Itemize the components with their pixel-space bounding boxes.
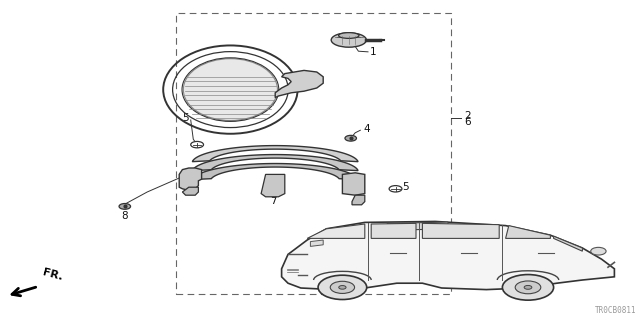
Text: 5: 5 bbox=[182, 113, 189, 123]
Polygon shape bbox=[182, 187, 198, 195]
Text: 3: 3 bbox=[270, 190, 276, 200]
Bar bbox=[176, 13, 451, 294]
Polygon shape bbox=[282, 221, 614, 290]
Circle shape bbox=[119, 204, 131, 209]
Circle shape bbox=[389, 186, 402, 192]
Polygon shape bbox=[261, 174, 285, 197]
Polygon shape bbox=[554, 236, 582, 251]
Circle shape bbox=[524, 285, 532, 289]
Circle shape bbox=[502, 275, 554, 300]
Polygon shape bbox=[506, 226, 550, 238]
Polygon shape bbox=[310, 240, 323, 246]
Polygon shape bbox=[371, 223, 416, 238]
Text: 4: 4 bbox=[364, 124, 370, 134]
Polygon shape bbox=[422, 223, 499, 238]
Text: 1: 1 bbox=[370, 47, 376, 57]
Text: 6: 6 bbox=[464, 116, 470, 127]
Text: FR.: FR. bbox=[42, 268, 64, 283]
Circle shape bbox=[591, 247, 606, 255]
Polygon shape bbox=[342, 173, 365, 195]
Ellipse shape bbox=[183, 59, 278, 121]
Polygon shape bbox=[275, 70, 323, 98]
Text: 8: 8 bbox=[122, 211, 128, 221]
Text: 2: 2 bbox=[464, 111, 470, 121]
Polygon shape bbox=[192, 146, 358, 162]
Text: 5: 5 bbox=[402, 182, 408, 192]
Polygon shape bbox=[352, 195, 365, 205]
Circle shape bbox=[191, 141, 204, 148]
Circle shape bbox=[515, 281, 541, 294]
Polygon shape bbox=[387, 222, 448, 230]
Circle shape bbox=[330, 281, 355, 293]
Text: 7: 7 bbox=[270, 196, 276, 206]
Text: TR0CB0811: TR0CB0811 bbox=[595, 306, 637, 315]
Circle shape bbox=[318, 275, 367, 300]
Ellipse shape bbox=[332, 33, 367, 47]
Polygon shape bbox=[192, 164, 358, 180]
Ellipse shape bbox=[339, 33, 359, 38]
Circle shape bbox=[339, 285, 346, 289]
Circle shape bbox=[345, 135, 356, 141]
Polygon shape bbox=[179, 168, 202, 190]
Polygon shape bbox=[307, 224, 365, 238]
Polygon shape bbox=[192, 155, 358, 171]
